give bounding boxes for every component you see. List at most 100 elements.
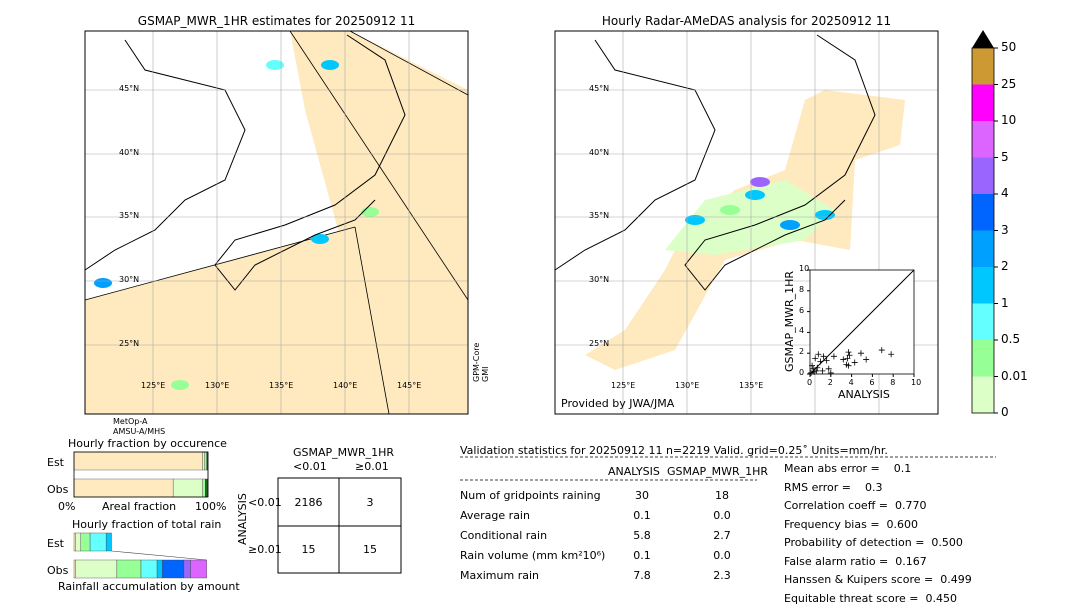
left-lon-label: 140°E (333, 381, 358, 390)
stats-row-b: 2.3 (713, 569, 731, 582)
scatter-point (845, 349, 852, 356)
scatter-point (844, 355, 851, 362)
contingency-row-axis: ANALYSIS (236, 493, 249, 545)
light-rain-area (665, 180, 835, 255)
cell-1-2: 3 (366, 496, 374, 509)
contingency-col-2: ≥0.01 (355, 460, 389, 473)
colorbar-label: 3 (1001, 222, 1009, 237)
scatter-point (888, 351, 895, 358)
occurrence-bars (73, 451, 209, 498)
right-lat-label: 45°N (589, 84, 610, 93)
rain-cell (745, 190, 765, 200)
occurrence-bars-segment (205, 478, 209, 498)
colorbar-swatch (972, 376, 994, 413)
right-lon-label: 135°E (739, 381, 764, 390)
swath-east (290, 31, 468, 414)
occ-tick-right: 100% (195, 500, 227, 513)
colorbar-extend-arrow (972, 30, 994, 48)
scatter-y-tick-label: 8 (799, 284, 805, 294)
stats-row-label: Conditional rain (460, 529, 548, 542)
scatter-y-tick-label: 4 (799, 326, 805, 336)
sat-label-1: MetOp-A (113, 417, 148, 426)
scatter-point (857, 350, 864, 357)
left-lon-label: 135°E (269, 381, 294, 390)
swath-south (85, 227, 389, 414)
left-lat-label: 35°N (119, 211, 140, 220)
left-lat-label: 30°N (119, 275, 140, 284)
cell-1-1: 2186 (294, 496, 323, 509)
rain-bars-segment (75, 532, 81, 552)
occurrence-bars-segment (202, 478, 206, 498)
occurrence-bars-segment (204, 451, 207, 471)
scatter-x-tick-label: 10 (911, 378, 922, 387)
left-lat-label: 40°N (119, 148, 140, 157)
rain-cell (685, 215, 705, 225)
coastline (684, 34, 876, 291)
rain-bars-segment (140, 559, 158, 579)
stats-row-a: 5.8 (633, 529, 651, 542)
scatter-point (878, 347, 885, 354)
occurrence-bars-segment (73, 451, 203, 471)
rain-cell (720, 205, 740, 215)
rain-title: Hourly fraction of total rain (72, 518, 222, 531)
rain-bars-segment (156, 559, 163, 579)
scatter-x-tick-label: 0 (807, 378, 813, 387)
colorbar-swatch (972, 48, 994, 85)
rain-cell (266, 60, 284, 70)
scatter-point (817, 358, 824, 365)
scatter-point (851, 359, 858, 366)
rain-cell (311, 234, 329, 244)
right-map-title: Hourly Radar-AMeDAS analysis for 2025091… (601, 14, 892, 28)
scatter-point (823, 357, 830, 364)
scatter-y-tick-label: 0 (799, 368, 805, 377)
stats-row-b: 2.7 (713, 529, 731, 542)
colorbar-label: 0.01 (1001, 368, 1028, 383)
sat-side-label: GPM-Core GMI (472, 342, 490, 382)
right-lat-label: 40°N (589, 148, 610, 157)
scatter-y-tick-label: 2 (799, 347, 805, 357)
scatter-x-tick-label: 2 (827, 378, 833, 387)
scatter-point (819, 367, 826, 374)
scatter-point (812, 355, 819, 362)
scatter-point (809, 362, 816, 369)
score-line: Frequency bias = 0.600 (784, 517, 919, 531)
left-lon-label: 125°E (141, 381, 166, 390)
contingency-title: GSMAP_MWR_1HR (293, 446, 395, 459)
colorbar-label: 5 (1001, 149, 1009, 164)
stats-row-label: Rain volume (mm km²10⁶) (460, 549, 606, 562)
colorbar-label: 2 (1001, 259, 1009, 273)
scatter-point (830, 353, 837, 360)
scatter-y-tick-label: 6 (799, 305, 805, 315)
stats-row-a: 0.1 (633, 509, 651, 522)
rain-bars-segment (190, 559, 207, 579)
scatter-point (815, 351, 822, 358)
colorbar-swatch (972, 267, 994, 304)
colorbar-swatch (972, 303, 994, 340)
left-lon-label: 130°E (205, 381, 230, 390)
score-line: False alarm ratio = 0.167 (784, 554, 927, 568)
occ-est-label: Est (47, 456, 64, 469)
score-line: Equitable threat score = 0.450 (784, 591, 957, 605)
score-line: Hanssen & Kuipers score = 0.499 (784, 573, 972, 586)
rain-est-label: Est (47, 537, 64, 550)
scatter-point (814, 364, 821, 371)
contingency-row-2: ≥0.01 (248, 543, 282, 556)
swath-edge (84, 226, 356, 301)
scatter-point (846, 352, 853, 359)
rain-cell (94, 278, 112, 288)
stats-col-gsmap: GSMAP_MWR_1HR (667, 465, 769, 478)
stats-row-a: 0.1 (633, 549, 651, 562)
occurrence-bars-segment (73, 478, 174, 498)
scatter-point (827, 369, 834, 376)
rain-bars-segment (162, 559, 185, 579)
right-lon-label: 125°E (611, 381, 636, 390)
left-map-frame (84, 30, 469, 415)
rain-bars-segment (73, 532, 76, 552)
rain-bars-segment (80, 532, 91, 552)
rain-bars-segment (73, 559, 76, 579)
coastline (84, 39, 246, 271)
colorbar-label: 50 (1001, 40, 1017, 54)
score-line: RMS error = 0.3 (784, 480, 883, 494)
score-line: Correlation coeff = 0.770 (784, 499, 927, 512)
